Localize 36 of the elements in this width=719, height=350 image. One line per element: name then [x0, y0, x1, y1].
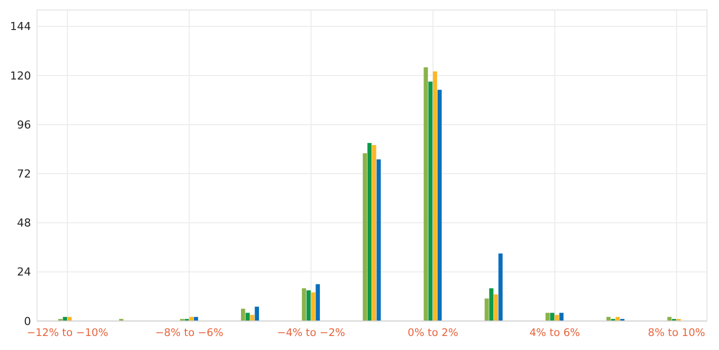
- x-tick-label: −4% to −2%: [277, 327, 346, 339]
- y-tick-label: 48: [17, 216, 31, 230]
- y-tick-label: 24: [17, 266, 31, 279]
- bar: [432, 71, 438, 321]
- bar: [302, 288, 306, 321]
- bar: [424, 67, 428, 321]
- bar: [362, 153, 367, 321]
- y-tick-label: 72: [17, 168, 31, 181]
- y-tick-label: 120: [10, 69, 31, 82]
- y-tick-label: 96: [17, 118, 31, 132]
- bar: [438, 90, 442, 321]
- x-tick-label: 4% to 6%: [529, 327, 580, 339]
- x-tick-label: 0% to 2%: [408, 327, 458, 339]
- bar: [316, 284, 320, 321]
- bar: [489, 288, 494, 321]
- bar: [311, 292, 316, 321]
- bar: [376, 159, 381, 321]
- bar: [254, 306, 259, 321]
- bar: [250, 314, 254, 321]
- bar: [428, 82, 433, 321]
- bar: [240, 308, 246, 321]
- bar: [616, 316, 620, 321]
- y-tick-label: 0: [24, 314, 31, 328]
- x-tick-label: −12% to −10%: [26, 327, 108, 339]
- x-tick-label: −8% to −6%: [155, 327, 224, 339]
- bar: [554, 314, 559, 321]
- bar: [367, 142, 372, 321]
- bar: [494, 294, 498, 321]
- y-tick-label: 144: [10, 20, 31, 34]
- bar: [484, 298, 489, 321]
- bar: [246, 312, 250, 321]
- bar: [372, 145, 376, 321]
- x-tick-label: 8% to 10%: [648, 327, 706, 339]
- bar: [498, 253, 503, 321]
- bar: [306, 290, 311, 321]
- bar: [550, 312, 554, 321]
